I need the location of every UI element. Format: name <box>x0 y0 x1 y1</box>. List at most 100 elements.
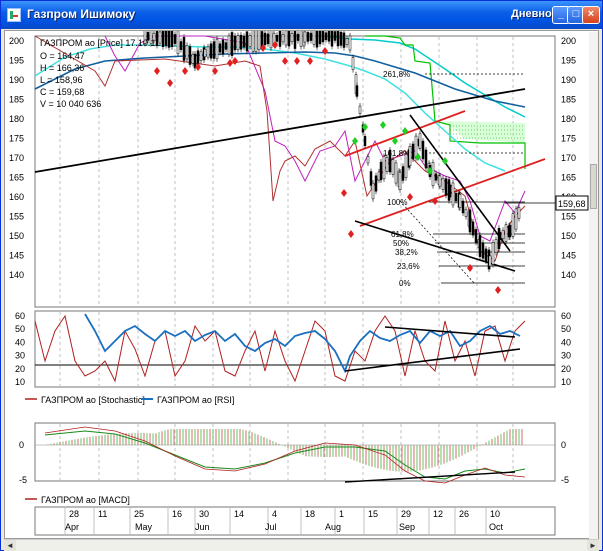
cloud-hatch <box>450 125 525 139</box>
candle-body <box>494 239 498 253</box>
price-tick-right: 185 <box>561 95 576 105</box>
candle-body <box>421 140 425 160</box>
candle-body <box>468 209 472 233</box>
candle-body <box>266 33 270 45</box>
macd-signal-line <box>44 430 526 480</box>
candle-body <box>458 194 462 208</box>
candle-body <box>167 31 171 48</box>
last-price-label: 159,68 <box>558 199 586 209</box>
price-tick-right: 150 <box>561 231 576 241</box>
date-tick: 1 <box>339 509 344 519</box>
macd-trendline <box>344 471 516 483</box>
macd-legend-label: ГАЗПРОМ ао [MACD] <box>41 495 130 505</box>
vertical-scrollbar[interactable] <box>589 32 598 539</box>
fib-level-label: 100% <box>387 198 407 207</box>
candle-body <box>501 230 505 239</box>
close-button[interactable]: × <box>582 6 600 24</box>
candle-body <box>233 35 237 51</box>
candle-body <box>170 31 174 47</box>
date-tick: 16 <box>172 509 182 519</box>
price-tick-left: 160 <box>9 192 24 202</box>
candle-body <box>377 171 381 181</box>
chart-area[interactable]: 200 200 195 195 190 190 185 185 180 180 175 175 170 1… <box>4 30 599 539</box>
candle-body <box>242 36 246 48</box>
date-tick: 26 <box>459 509 469 519</box>
candle-body <box>306 32 310 42</box>
sell-marker-icon <box>260 44 266 52</box>
candle-body <box>193 53 197 69</box>
oscillator-axis: 60 60 50 50 40 40 30 30 20 20 10 10 <box>15 311 571 387</box>
candle-body <box>215 38 219 60</box>
signal-markers <box>154 41 501 294</box>
month-label: Apr <box>65 522 79 532</box>
ohlc-readout: ГАЗПРОМ ао [Price] 17.10.11 O = 164,47 H… <box>40 38 160 109</box>
candle-body <box>176 31 180 55</box>
candle-body <box>401 166 405 181</box>
buy-marker-icon <box>362 123 368 131</box>
date-tick: 25 <box>134 509 144 519</box>
osc-tick-left: 30 <box>15 351 25 361</box>
price-tick-right: 145 <box>561 251 576 261</box>
price-tick-right: 175 <box>561 134 576 144</box>
osc-tick-left: 10 <box>15 377 25 387</box>
ohlc-low: L = 158,96 <box>40 75 82 85</box>
chart-app-icon[interactable] <box>7 8 21 22</box>
price-panel[interactable] <box>34 35 556 308</box>
ohlc-open: O = 164,47 <box>40 51 85 61</box>
candle-body <box>245 31 249 52</box>
candle-body <box>342 32 346 48</box>
buy-marker-icon <box>442 157 448 165</box>
date-axis <box>34 506 556 536</box>
osc-tick-left: 50 <box>15 324 25 334</box>
candle-body <box>146 32 150 41</box>
candle-body <box>199 51 203 61</box>
candle-body <box>312 31 316 45</box>
osc-tick-left: 40 <box>15 337 25 347</box>
sell-marker-icon <box>294 57 300 65</box>
candle-body <box>484 248 488 262</box>
osc-tick-right: 10 <box>561 377 571 387</box>
fib-level-label: 61,8% <box>391 230 414 239</box>
candle-body <box>371 182 375 200</box>
close-line <box>34 35 526 262</box>
candle-body <box>263 32 267 46</box>
sell-marker-icon <box>348 230 354 238</box>
candle-body <box>404 153 408 179</box>
scroll-left-icon[interactable]: ◄ <box>4 540 16 551</box>
long-trendline <box>34 88 526 173</box>
price-tick-left: 190 <box>9 75 24 85</box>
candle-body <box>290 33 294 43</box>
fib-level-label: 0% <box>399 279 411 288</box>
candle-body <box>355 85 359 97</box>
candle-body <box>248 35 252 47</box>
osc-tick-left: 20 <box>15 364 25 374</box>
candle-body <box>236 35 240 50</box>
scroll-right-icon[interactable]: ► <box>587 540 599 551</box>
candle-body <box>345 38 349 45</box>
fib-level-label: 38,2% <box>395 248 418 257</box>
price-tick-right: 155 <box>561 212 576 222</box>
candle-body <box>230 32 234 56</box>
candle-body <box>203 49 207 57</box>
candle-body <box>212 41 216 59</box>
candle-body <box>351 57 355 70</box>
title-bar[interactable]: Газпром Ишимоку Дневной _ □ × <box>1 1 602 29</box>
date-tick: 4 <box>272 509 277 519</box>
candle-body <box>348 35 352 51</box>
price-tick-left: 165 <box>9 173 24 183</box>
horizontal-scrollbar[interactable]: ◄ ► <box>4 539 599 551</box>
vertical-scroll-thumb[interactable] <box>590 164 597 209</box>
ohlc-high: H = 166,36 <box>40 63 84 73</box>
candle-body <box>185 45 189 60</box>
candle-body <box>164 31 168 46</box>
date-tick: 11 <box>98 509 107 519</box>
sell-marker-icon <box>307 57 313 65</box>
macd-tick-left: 0 <box>19 440 24 450</box>
price-tick-left: 180 <box>9 114 24 124</box>
period-selector[interactable]: Дневной <box>511 8 559 20</box>
sell-marker-icon <box>495 286 501 294</box>
sell-marker-icon <box>341 189 347 197</box>
fib-level-label: 50% <box>393 239 409 248</box>
